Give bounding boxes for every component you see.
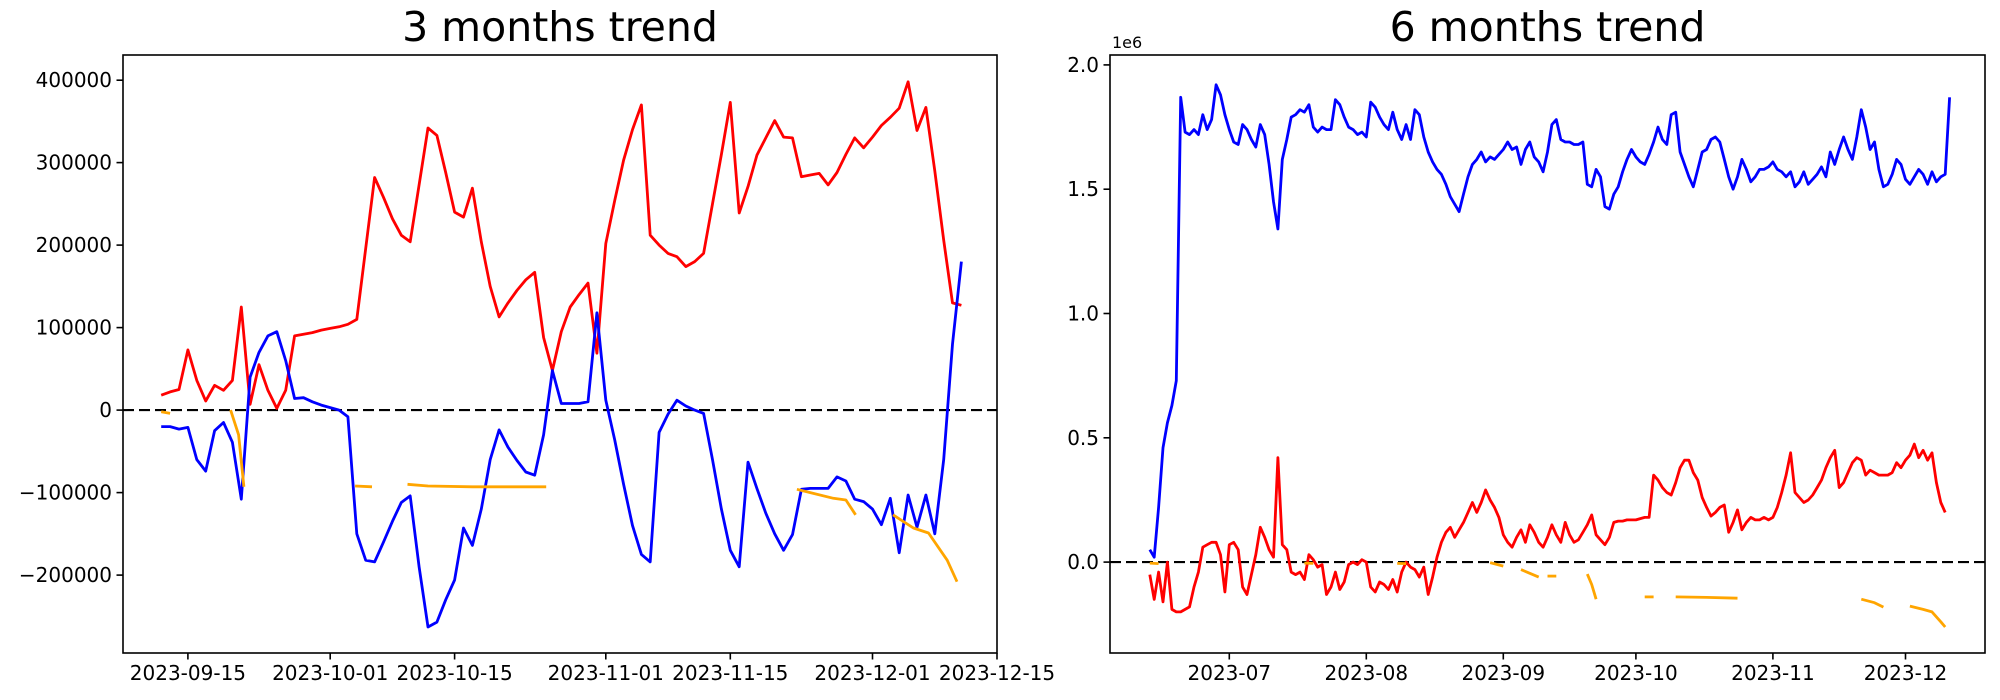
- x-tick-label: 2023-09-15: [130, 661, 246, 685]
- y-tick-label: 0.0: [1067, 550, 1099, 574]
- series-line-orange: [892, 513, 959, 583]
- x-tick-label: 2023-11: [1731, 661, 1815, 685]
- x-tick-label: 2023-09: [1462, 661, 1546, 685]
- x-tick-label: 2023-07: [1188, 661, 1272, 685]
- y-tick-label: 1.5: [1067, 177, 1099, 201]
- y-tick-label: 0.5: [1067, 426, 1099, 450]
- y-tick-label: 0: [99, 398, 112, 422]
- x-tick-label: 2023-10-15: [396, 661, 512, 685]
- x-tick-label: 2023-11-15: [672, 661, 788, 685]
- x-tick-label: 2023-10: [1594, 661, 1678, 685]
- y-tick-label: −100000: [19, 481, 112, 505]
- series-line-orange: [160, 410, 171, 415]
- x-tick-label: 2023-10-01: [272, 661, 388, 685]
- series-line-red: [1148, 442, 1947, 614]
- x-tick-label: 2023-11-01: [548, 661, 664, 685]
- plot-border: [1109, 54, 1986, 654]
- series-line-orange: [407, 482, 547, 489]
- x-tick-label: 2023-12-01: [814, 661, 930, 685]
- chart-3-months-trend: 3 months trend −200000 −100000 0 100000 2000…: [19, 3, 1055, 685]
- x-tick-label: 2023-12: [1864, 661, 1948, 685]
- y-tick-label: 200000: [36, 233, 112, 257]
- chart-6-months-title: 6 months trend: [1390, 3, 1706, 51]
- y-tick-label: 300000: [36, 151, 112, 175]
- series-line-orange: [796, 487, 857, 516]
- series-line-red: [160, 80, 962, 410]
- y-tick-label: 2.0: [1067, 53, 1099, 77]
- series-line-orange: [1909, 604, 1947, 628]
- series-line-blue: [161, 261, 963, 629]
- series-line-orange: [1860, 597, 1885, 609]
- y-tick-label: 400000: [36, 68, 112, 92]
- series-line-orange: [1675, 595, 1738, 600]
- y-tick-label: 1.0: [1067, 302, 1099, 326]
- series-line-blue: [1148, 83, 1951, 559]
- y-axis-offset-label: 1e6: [1112, 33, 1142, 52]
- x-tick-label: 2023-08: [1325, 661, 1409, 685]
- series-line-orange: [1520, 568, 1540, 579]
- series-line-orange: [355, 484, 373, 489]
- y-tick-label: 100000: [36, 316, 112, 340]
- plot-border: [122, 54, 998, 654]
- series-line-orange: [1586, 573, 1598, 600]
- x-tick-label: 2023-12-15: [939, 661, 1055, 685]
- series-line-orange: [229, 409, 246, 487]
- series-line-orange: [1489, 561, 1504, 568]
- chart-3-months-title: 3 months trend: [402, 3, 718, 51]
- series-line-orange: [1149, 561, 1159, 565]
- chart-6-months-trend: 6 months trend 0.0 0.5 1.0 1.5 2.0 2023-07 202…: [1067, 3, 1986, 685]
- y-tick-label: −200000: [19, 563, 112, 587]
